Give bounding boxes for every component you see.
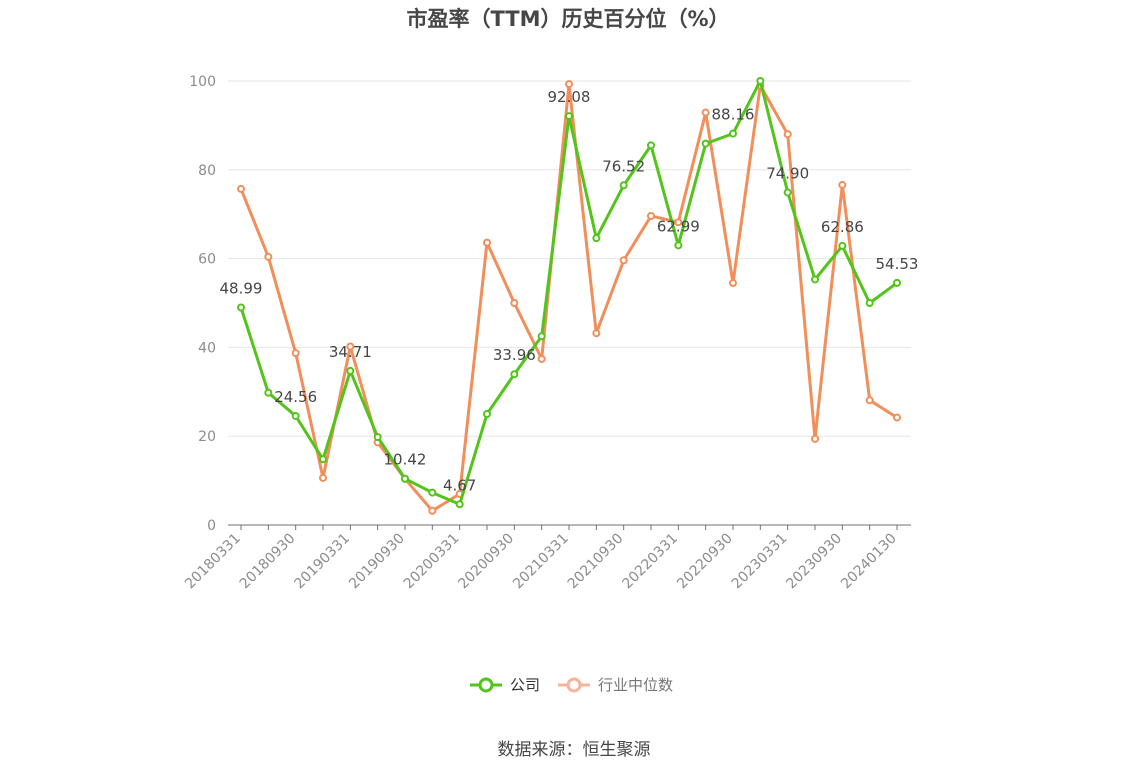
series-line-1: [239, 82, 898, 513]
series-0-point: [237, 303, 245, 312]
data-label: 62.86: [821, 218, 864, 236]
x-tick-label: 20220331: [619, 531, 681, 593]
series-0-point: [729, 129, 737, 138]
series-0-point: [455, 500, 464, 509]
data-label: 24.56: [274, 388, 317, 406]
series-0-point: [510, 370, 519, 379]
data-label: 88.16: [712, 106, 755, 124]
data-labels: 48.99 24.56 34.71 10.42 4.67 33.96 92.08 76.52 6…: [220, 88, 919, 494]
legend-company-label: 公司: [510, 676, 540, 694]
y-tick-label-20: 20: [198, 429, 216, 445]
series-1-point: [510, 299, 519, 307]
series-1-point: [729, 279, 737, 288]
source-note: 数据来源：恒生聚源: [498, 740, 651, 760]
series-0-point: [428, 488, 437, 497]
series-layer: [237, 77, 901, 515]
data-label: 10.42: [384, 451, 427, 469]
legend-industry-marker: [566, 677, 582, 693]
series-1-point: [483, 238, 491, 247]
series-0-point: [647, 141, 655, 150]
y-tick-label-80: 80: [198, 163, 216, 179]
legend-item-company[interactable]: 公司: [470, 676, 540, 694]
data-label: 74.90: [766, 164, 809, 182]
data-label: 48.99: [220, 279, 263, 297]
series-0-point: [537, 332, 546, 341]
series-1-point: [811, 434, 819, 443]
data-label: 92.08: [548, 88, 591, 106]
series-1-point: [701, 108, 710, 117]
x-tick-label: 20210930: [565, 531, 627, 593]
series-0-point: [346, 366, 355, 375]
series-0-point: [319, 455, 327, 464]
series-1-point: [237, 184, 245, 193]
series-0-point: [756, 77, 765, 85]
data-label: 33.96: [493, 346, 536, 364]
series-1-point: [428, 506, 437, 515]
chart-title: 市盈率（TTM）历史百分位（%）: [406, 7, 729, 31]
series-1-point: [346, 342, 355, 351]
x-tick-label: 20180331: [182, 531, 244, 593]
series-1-point: [674, 218, 683, 227]
x-tick-label: 20240130: [838, 531, 900, 593]
x-tick-label: 20180930: [237, 531, 299, 593]
series-0-point: [811, 275, 819, 284]
y-axis: 0 20 40 60 80 100: [189, 74, 216, 534]
x-tick-label: 20200930: [455, 531, 517, 593]
series-0-point: [619, 181, 628, 190]
y-tick-label-60: 60: [198, 252, 216, 268]
series-0-point: [401, 474, 409, 483]
series-1-point: [619, 256, 628, 265]
x-tick-label: 20220930: [674, 531, 736, 593]
data-label: 54.53: [876, 255, 919, 273]
series-1-point: [565, 80, 573, 89]
data-label: 4.67: [443, 476, 476, 494]
x-tick-label: 20190930: [346, 531, 408, 593]
series-0-point: [893, 278, 901, 287]
series-1-point: [893, 413, 901, 422]
x-tick-label: 20210331: [510, 531, 572, 593]
x-axis: 2018033120180930201903312019093020200331…: [182, 524, 911, 593]
y-tick-label-40: 40: [198, 340, 216, 356]
x-tick-label: 20230930: [783, 531, 845, 593]
x-tick-label: 20230331: [729, 531, 791, 593]
data-label: 76.52: [602, 157, 645, 175]
series-0-point: [264, 388, 273, 397]
legend-item-industry-median[interactable]: 行业中位数: [558, 676, 673, 694]
series-1-point: [865, 396, 874, 405]
series-1-point: [592, 329, 601, 338]
series-1-point: [783, 130, 792, 139]
series-1-point: [291, 349, 300, 358]
y-tick-label-100: 100: [189, 74, 216, 90]
series-0-point: [783, 188, 792, 197]
legend-company-marker: [478, 677, 494, 693]
series-line-0: [239, 79, 898, 506]
series-0-point: [291, 411, 300, 420]
series-0-point: [674, 241, 683, 250]
legend-industry-label: 行业中位数: [598, 676, 673, 694]
series-1-point: [537, 354, 546, 363]
series-1-point: [264, 252, 273, 261]
x-tick-label: 20190331: [291, 531, 353, 593]
x-tick-label: 20200331: [401, 531, 463, 593]
series-0-point: [838, 241, 847, 250]
series-1-point: [838, 180, 847, 189]
series-0-point: [565, 112, 573, 121]
y-tick-label-0: 0: [207, 518, 216, 534]
series-1-point: [647, 211, 655, 220]
series-0-point: [701, 139, 710, 148]
data-label: 62.99: [657, 217, 700, 235]
series-0-point: [592, 234, 601, 243]
series-0-point: [373, 433, 382, 442]
series-1-point: [319, 473, 327, 482]
series-0-point: [483, 410, 491, 418]
series-0-point: [865, 299, 874, 307]
data-label: 34.71: [329, 343, 372, 361]
legend: 公司 行业中位数: [470, 676, 673, 694]
